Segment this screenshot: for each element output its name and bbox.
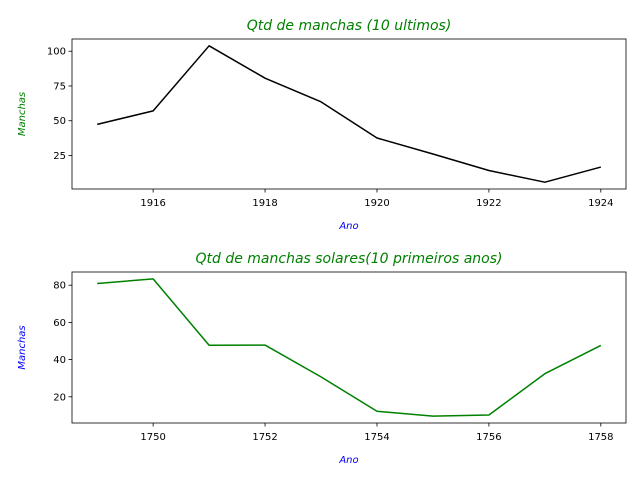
x-tick-label: 1756 (476, 432, 501, 443)
y-tick-label: 25 (53, 151, 66, 162)
x-tick-label: 1920 (364, 198, 389, 209)
y-tick-label: 60 (53, 318, 66, 329)
y-tick-label: 20 (53, 392, 66, 403)
x-tick-label: 1922 (476, 198, 501, 209)
x-tick-label: 1758 (588, 432, 613, 443)
x-tick-label: 1754 (364, 432, 389, 443)
y-axis-label: Manchas (17, 92, 28, 136)
chart-top: Qtd de manchas (10 ultimos) 1916 1918 1920 1… (17, 18, 627, 232)
series-line (97, 45, 602, 183)
x-axis-label: Ano (338, 221, 358, 232)
x-tick-label: 1752 (252, 432, 277, 443)
x-tick-label: 1918 (252, 198, 277, 209)
y-tick-label: 100 (47, 47, 66, 58)
y-axis-label: Manchas (17, 325, 28, 369)
y-tick-label: 75 (53, 81, 66, 92)
chart-title: Qtd de manchas (10 ultimos) (247, 18, 452, 34)
plot-frame (71, 271, 627, 424)
y-tick-label: 50 (53, 116, 66, 127)
plot-frame (71, 38, 627, 190)
x-tick-label: 1924 (588, 198, 613, 209)
chart-bottom: Qtd de manchas solares(10 primeiros anos… (17, 251, 627, 466)
chart-title: Qtd de manchas solares(10 primeiros anos… (195, 251, 502, 267)
series-line (97, 278, 602, 417)
x-tick-label: 1750 (140, 432, 165, 443)
y-tick-label: 80 (53, 281, 66, 292)
y-tick-label: 40 (53, 355, 66, 366)
x-axis-label: Ano (338, 455, 358, 466)
x-tick-label: 1916 (140, 198, 165, 209)
